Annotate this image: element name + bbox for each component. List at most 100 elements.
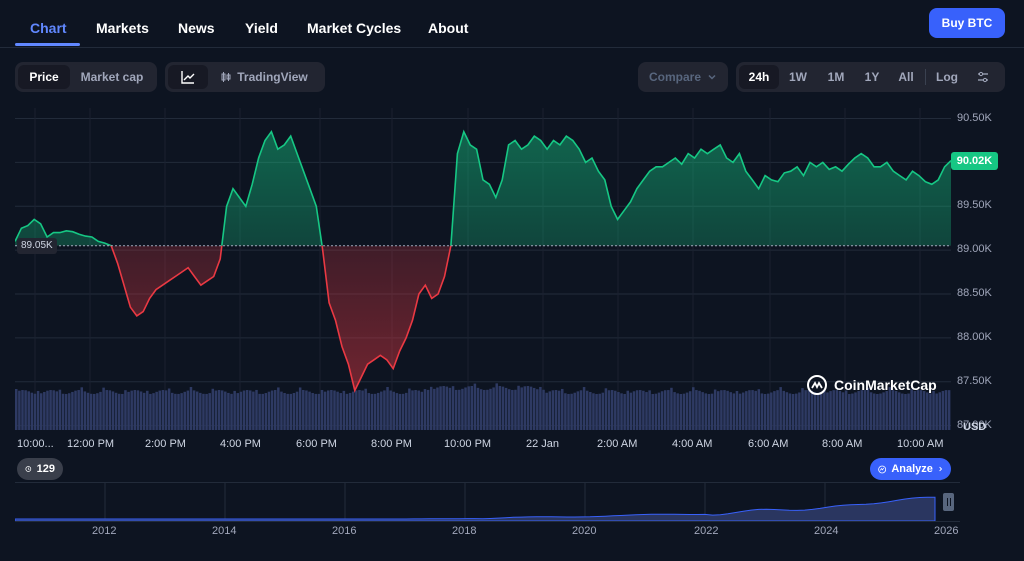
volume-bar [642,390,645,430]
volume-bar [735,390,739,430]
volume-bar [102,387,105,430]
volume-bar [24,390,27,430]
volume-bar [417,390,420,430]
volume-bar [405,392,408,430]
volume-bar [770,392,773,430]
volume-bar [635,390,639,430]
price-chart[interactable] [15,108,951,430]
history-pill[interactable]: 129 [17,458,63,480]
volume-bar [180,393,183,430]
volume-bar [345,393,349,430]
price-toggle[interactable]: Price [18,65,70,89]
volume-bar [395,393,399,430]
volume-bar [757,389,761,430]
volume-bar [798,392,801,430]
volume-bar [155,391,158,430]
volume-bar [373,393,377,430]
y-tick-label: 87.00K [957,418,992,431]
volume-bar [897,392,901,430]
volume-bar [601,392,605,430]
price-line-down [109,245,452,393]
volume-bar [252,391,255,430]
volume-bar [398,393,402,430]
volume-bar [473,383,477,430]
volume-bar [639,390,642,430]
compare-dropdown[interactable]: Compare [638,62,728,92]
volume-bar [114,392,118,430]
volume-bar [564,393,567,430]
volume-bar [236,393,240,430]
volume-bar [854,392,857,430]
volume-bar [18,390,21,430]
volume-bar [330,390,333,430]
volume-bar [355,390,358,430]
tab-about[interactable]: About [428,20,469,36]
volume-bar [829,391,832,430]
volume-bar [255,389,258,430]
volume-bar [554,390,558,430]
volume-bar [729,392,732,430]
x-tick-label: 8:00 PM [371,438,412,450]
volume-bar [414,390,417,430]
volume-bar [866,387,870,430]
market-cap-toggle[interactable]: Market cap [80,70,144,84]
range-all[interactable]: All [898,70,914,84]
tab-chart[interactable]: Chart [30,20,67,36]
volume-bar [607,390,611,430]
volume-bar [745,391,748,430]
volume-bar [489,388,492,430]
navigator-year-label: 2022 [694,525,719,537]
volume-bar [804,390,807,430]
volume-bar [614,390,617,430]
range-1m[interactable]: 1M [827,70,845,84]
range-1w[interactable]: 1W [789,70,807,84]
y-tick-label: 90.50K [957,111,992,124]
volume-bar [511,389,514,430]
history-navigator[interactable] [14,482,960,522]
volume-bar [71,391,74,430]
volume-bar [841,392,845,430]
chart-settings-button[interactable] [966,65,1000,89]
volume-bar [146,390,149,430]
range-24h[interactable]: 24h [739,65,779,89]
volume-bar [941,390,945,430]
line-chart-button[interactable] [168,65,208,89]
volume-bar [670,387,673,430]
volume-bar [411,390,414,430]
volume-bar [83,391,87,430]
volume-bar [208,393,211,430]
volume-bar [108,390,112,430]
volume-bar [152,393,155,430]
tradingview-button[interactable]: TradingView [208,65,320,89]
volume-bar [205,393,208,430]
volume-bar [80,387,84,430]
volume-bar [423,389,427,430]
volume-bar [439,386,442,430]
volume-bar [695,390,698,430]
volume-bar [891,390,895,430]
range-1y[interactable]: 1Y [864,70,880,84]
volume-bar [517,385,520,430]
volume-bar [380,391,383,430]
volume-bar [286,393,289,430]
tab-market-cycles[interactable]: Market Cycles [307,20,402,36]
volume-bar [507,389,511,430]
buy-btc-button[interactable]: Buy BTC [929,8,1005,38]
tab-yield[interactable]: Yield [245,20,278,36]
volume-bar [202,393,205,430]
navigator-handle[interactable] [943,493,954,511]
volume-bar [186,390,190,430]
volume-bar [136,390,140,430]
pause-handle-icon [946,498,951,506]
log-toggle[interactable]: Log [936,70,958,84]
volume-bar [258,393,261,430]
volume-bar [448,387,452,430]
analyze-button[interactable]: Analyze [870,458,951,480]
volume-bar [573,392,576,430]
navigator-sparkline [14,483,936,522]
x-tick-label: 12:00 PM [67,438,115,450]
volume-bar [164,390,168,430]
tab-markets[interactable]: Markets [96,20,149,36]
watermark-text: CoinMarketCap [834,377,937,393]
tab-news[interactable]: News [178,20,215,36]
